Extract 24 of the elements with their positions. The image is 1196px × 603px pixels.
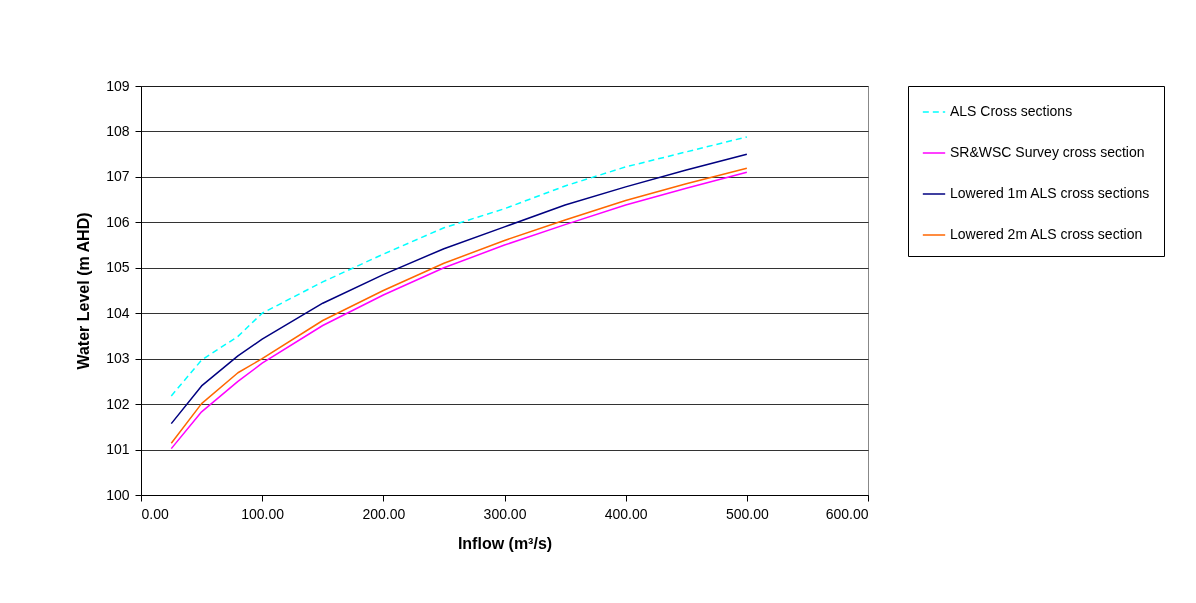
x-tick-label: 500.00 <box>725 505 769 522</box>
y-tick-label: 101 <box>106 441 130 458</box>
y-axis-title: Water Level (m AHD) <box>75 212 93 370</box>
legend-label: Lowered 2m ALS cross section <box>950 226 1143 242</box>
x-tick-label: 600.00 <box>825 505 869 522</box>
x-tick-label: 200.00 <box>362 505 406 522</box>
x-tick-label: 100.00 <box>241 505 285 522</box>
y-tick-label: 103 <box>106 350 130 367</box>
y-tick-label: 106 <box>106 213 130 230</box>
x-tick-label: 300.00 <box>483 505 527 522</box>
y-tick-label: 100 <box>106 486 130 503</box>
legend-label: ALS Cross sections <box>950 103 1073 119</box>
legend-label: Lowered 1m ALS cross sections <box>950 185 1150 201</box>
line-series <box>170 136 748 397</box>
x-tick-label: 400.00 <box>604 505 648 522</box>
x-axis-title: Inflow (m³/s) <box>457 534 553 552</box>
legend-label: SR&WSC Survey cross section <box>950 144 1145 160</box>
y-tick-label: 105 <box>106 259 130 276</box>
y-tick-label: 104 <box>106 304 130 321</box>
x-tick-label: 0.00 <box>141 505 169 522</box>
y-tick-label: 108 <box>106 122 130 139</box>
y-tick-label: 107 <box>106 168 130 185</box>
y-tick-label: 109 <box>106 77 130 94</box>
y-tick-label: 102 <box>106 395 130 412</box>
